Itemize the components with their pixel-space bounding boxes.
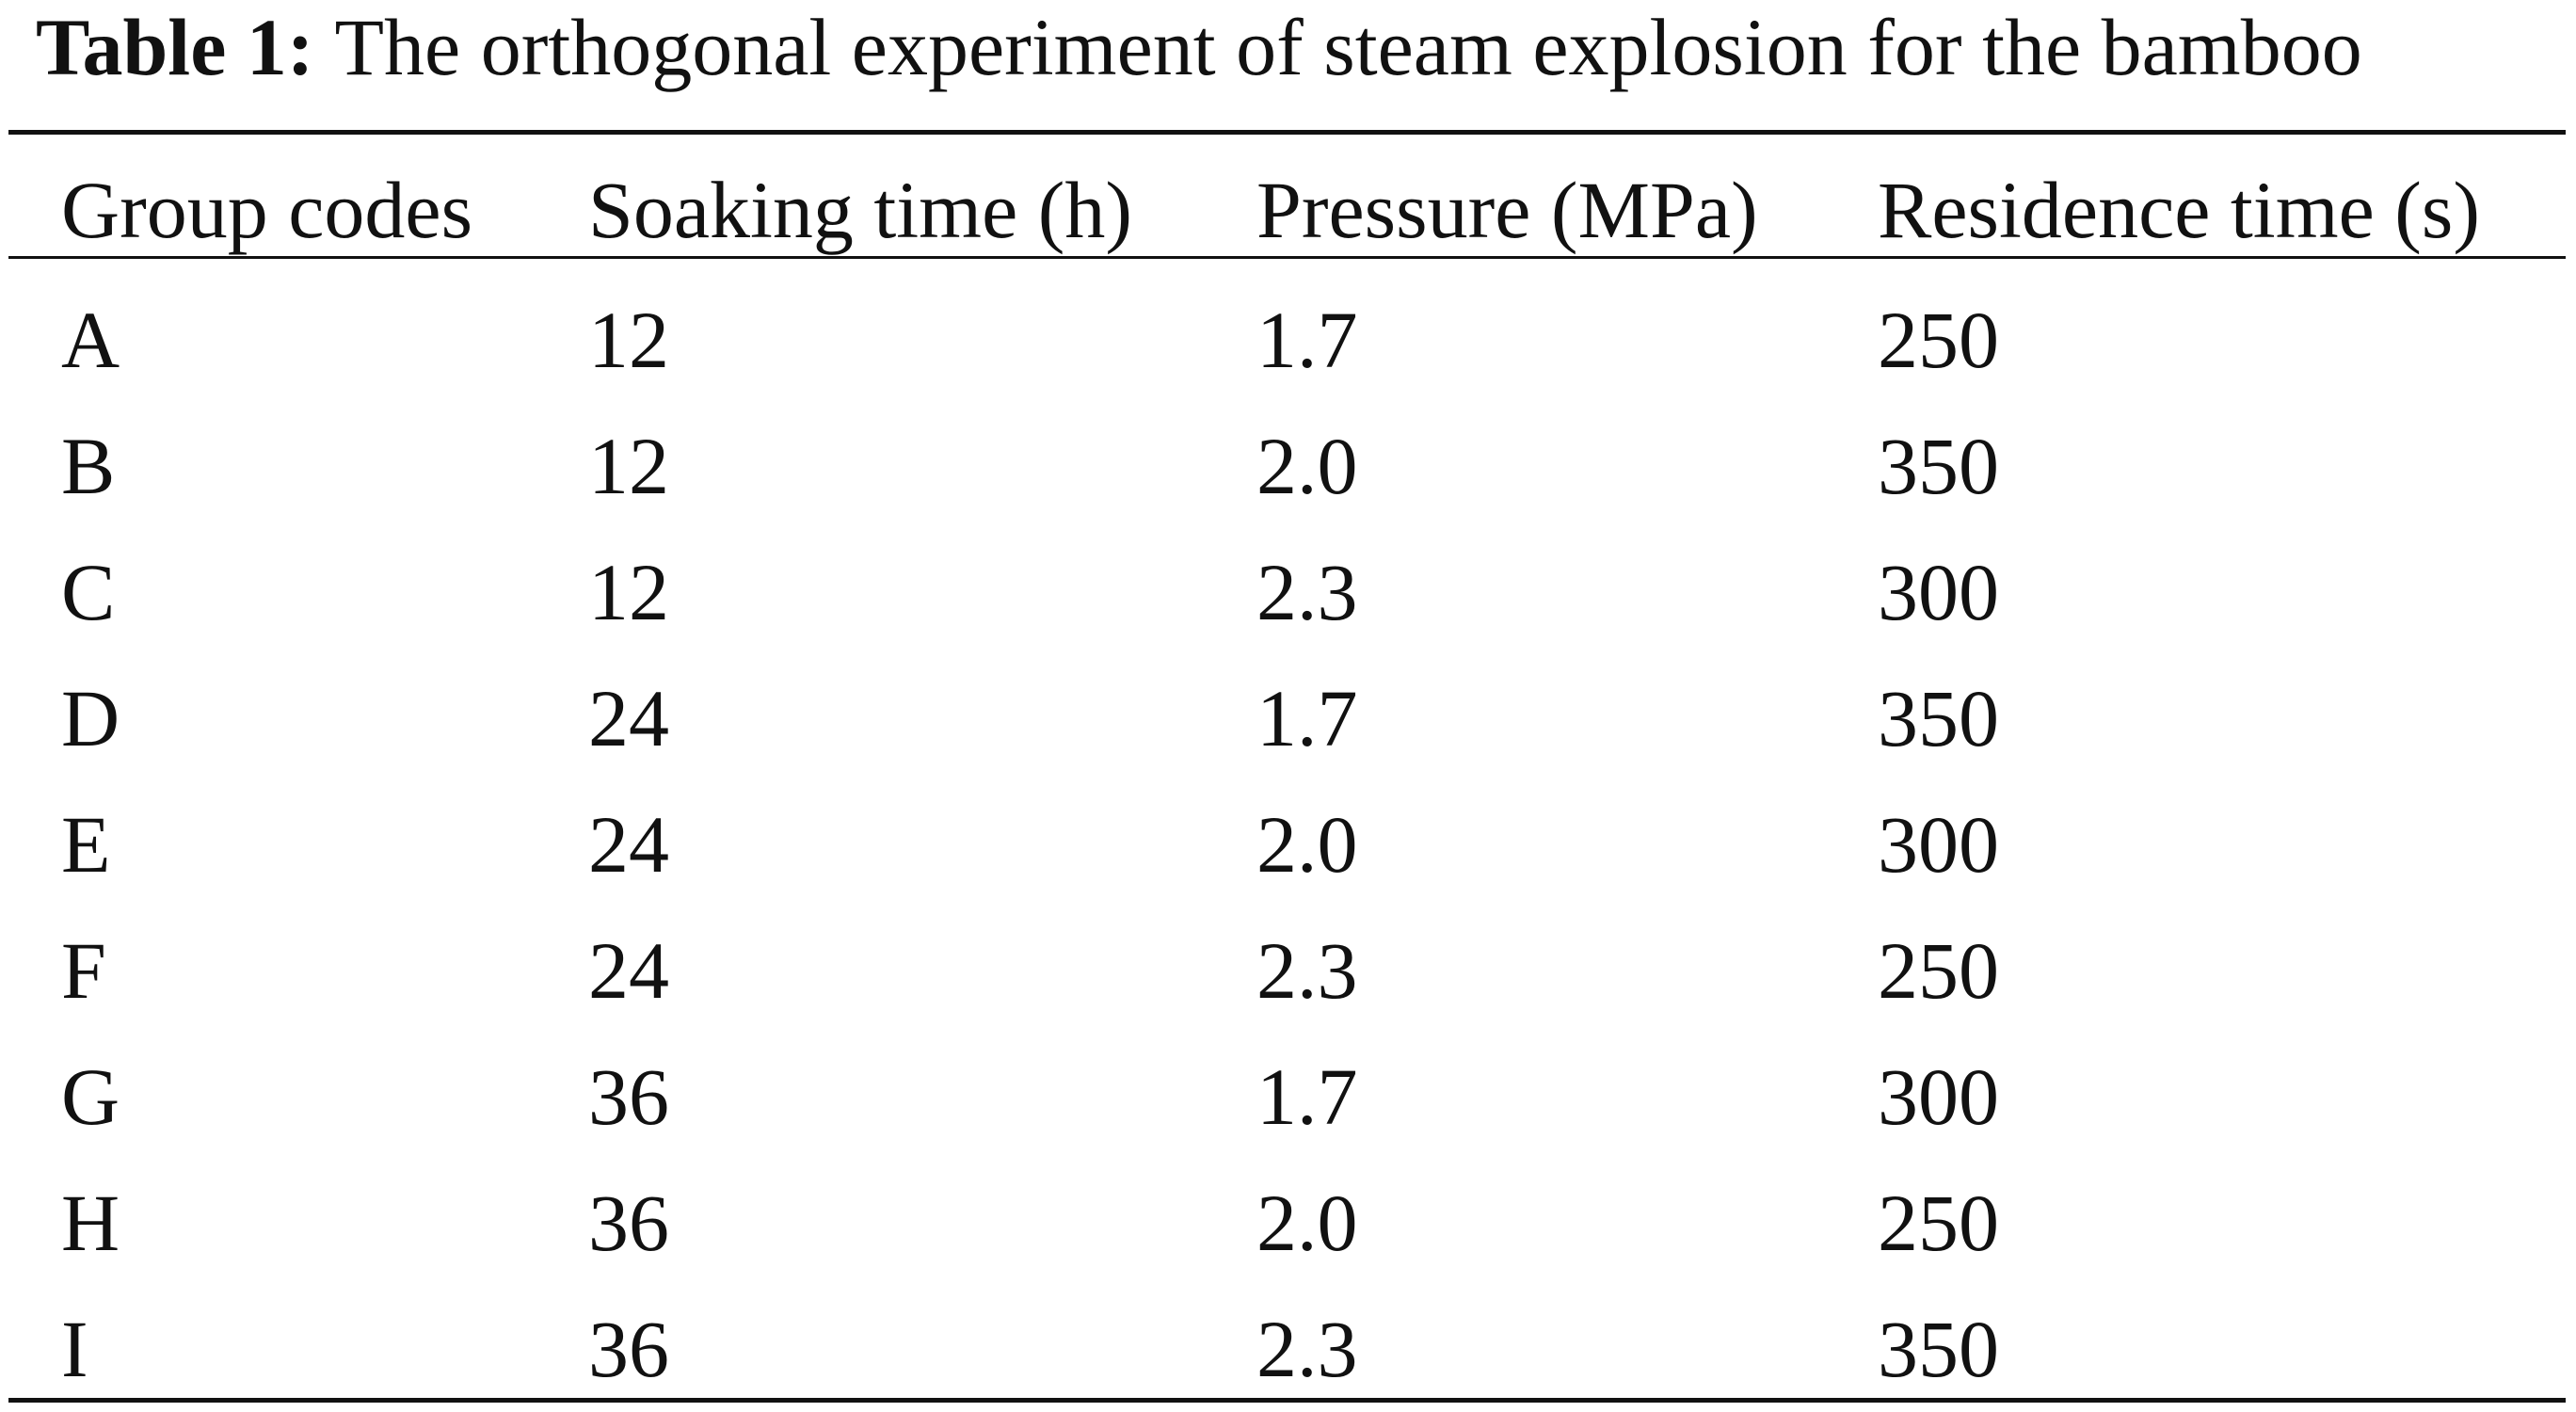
table-cell: 24 bbox=[588, 673, 669, 763]
table-cell: B bbox=[61, 421, 116, 511]
top-rule bbox=[8, 130, 2566, 135]
table-cell: 1.7 bbox=[1256, 1051, 1358, 1142]
caption-label: Table 1: bbox=[36, 2, 314, 92]
table-cell: 12 bbox=[588, 421, 669, 511]
table-cell: 36 bbox=[588, 1178, 669, 1268]
table-cell: I bbox=[61, 1304, 88, 1394]
table-cell: 250 bbox=[1878, 1178, 1999, 1268]
table-cell: 250 bbox=[1878, 295, 1999, 385]
table-cell: 350 bbox=[1878, 421, 1999, 511]
table-cell: 250 bbox=[1878, 925, 1999, 1016]
table-caption: Table 1: The orthogonal experiment of ste… bbox=[36, 0, 2362, 94]
table-cell: 1.7 bbox=[1256, 295, 1358, 385]
table-cell: 2.3 bbox=[1256, 547, 1358, 637]
table-cell: 24 bbox=[588, 925, 669, 1016]
table-cell: 350 bbox=[1878, 673, 1999, 763]
caption-text: The orthogonal experiment of steam explo… bbox=[334, 2, 2362, 92]
table-cell: 300 bbox=[1878, 799, 1999, 890]
table-cell: C bbox=[61, 547, 116, 637]
table-cell: E bbox=[61, 799, 111, 890]
table-cell: F bbox=[61, 925, 106, 1016]
bottom-rule bbox=[8, 1398, 2566, 1403]
table-cell: 2.3 bbox=[1256, 925, 1358, 1016]
table-cell: 2.0 bbox=[1256, 1178, 1358, 1268]
column-header: Soaking time (h) bbox=[588, 165, 1133, 255]
table-cell: 300 bbox=[1878, 1051, 1999, 1142]
table-cell: 300 bbox=[1878, 547, 1999, 637]
column-header: Pressure (MPa) bbox=[1256, 165, 1758, 255]
table-cell: 350 bbox=[1878, 1304, 1999, 1394]
table-cell: 2.3 bbox=[1256, 1304, 1358, 1394]
table-cell: H bbox=[61, 1178, 120, 1268]
table-cell: D bbox=[61, 673, 120, 763]
table-cell: 2.0 bbox=[1256, 421, 1358, 511]
table-cell: 1.7 bbox=[1256, 673, 1358, 763]
table-cell: 24 bbox=[588, 799, 669, 890]
table-cell: 36 bbox=[588, 1051, 669, 1142]
table-cell: G bbox=[61, 1051, 120, 1142]
table-cell: 12 bbox=[588, 547, 669, 637]
table-cell: 36 bbox=[588, 1304, 669, 1394]
table-cell: 2.0 bbox=[1256, 799, 1358, 890]
table-cell: A bbox=[61, 295, 120, 385]
header-rule bbox=[8, 256, 2566, 259]
column-header: Residence time (s) bbox=[1878, 165, 2481, 255]
table-cell: 12 bbox=[588, 295, 669, 385]
column-header: Group codes bbox=[61, 165, 473, 255]
